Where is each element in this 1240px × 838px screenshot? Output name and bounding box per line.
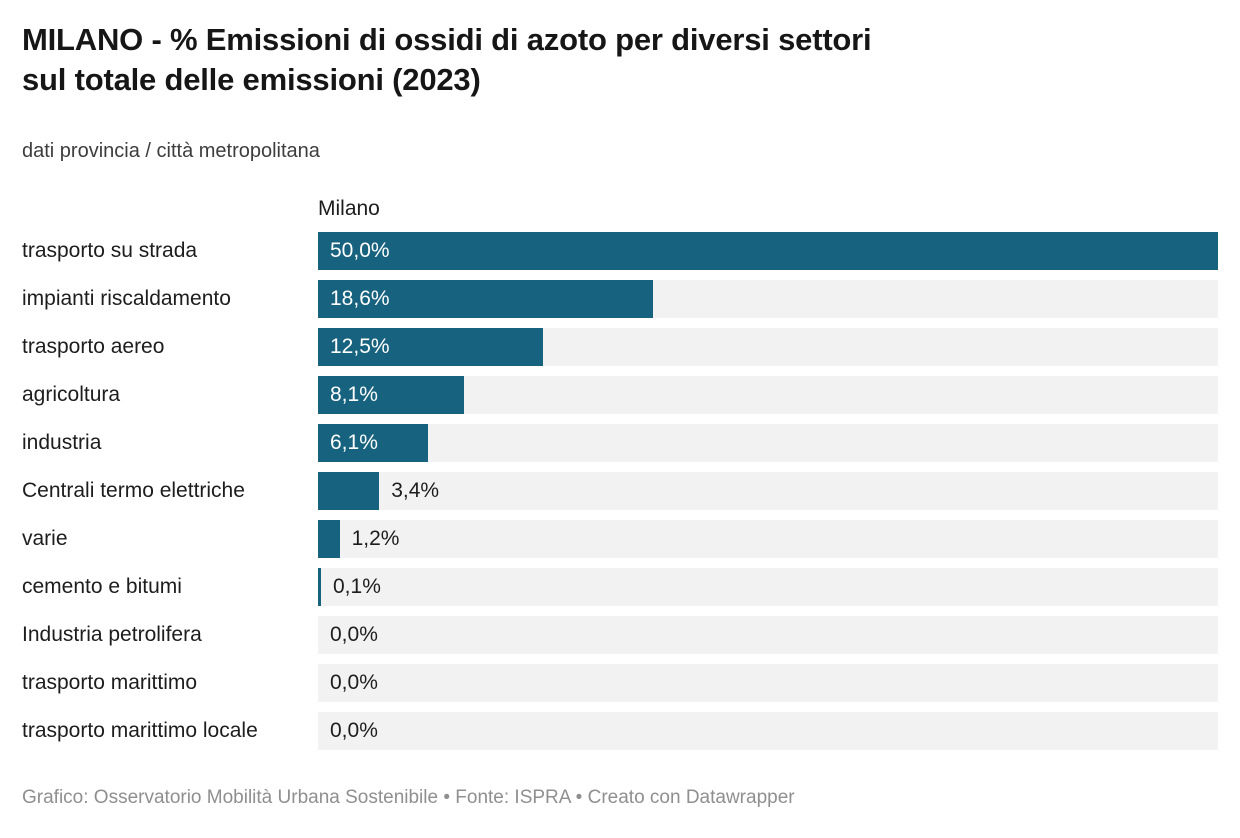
bar bbox=[318, 232, 1218, 270]
bar-chart: trasporto su strada 50,0% impianti riscald… bbox=[22, 232, 1218, 750]
chart-row: cemento e bitumi 0,1% bbox=[22, 568, 1218, 606]
value-label: 1,2% bbox=[351, 527, 400, 550]
bar bbox=[318, 376, 464, 414]
bar-track: 0,0% bbox=[318, 712, 1218, 750]
bar bbox=[318, 328, 543, 366]
bar-track: 3,4% bbox=[318, 472, 1218, 510]
category-label: trasporto su strada bbox=[22, 239, 198, 262]
chart-row: varie 1,2% bbox=[22, 520, 1218, 558]
bar-track: 8,1% bbox=[318, 376, 1218, 414]
value-label: 50,0% bbox=[330, 239, 390, 262]
category-label: trasporto aereo bbox=[22, 335, 165, 358]
bar-track: 0,0% bbox=[318, 616, 1218, 654]
chart-row: trasporto marittimo 0,0% bbox=[22, 664, 1218, 702]
bar-track: 0,1% bbox=[318, 568, 1218, 606]
chart-title-line-2: sul totale delle emissioni (2023) bbox=[22, 62, 481, 97]
bar bbox=[318, 424, 428, 462]
bar-track: 0,0% bbox=[318, 664, 1218, 702]
column-header-milano: Milano bbox=[318, 197, 380, 220]
value-label: 0,1% bbox=[333, 575, 381, 598]
bar-track: 50,0% bbox=[318, 232, 1218, 270]
category-label: trasporto marittimo locale bbox=[22, 719, 258, 742]
bar-track: 6,1% bbox=[318, 424, 1218, 462]
category-label: trasporto marittimo bbox=[22, 671, 198, 694]
bar bbox=[318, 520, 340, 558]
chart-row: Industria petrolifera 0,0% bbox=[22, 616, 1218, 654]
chart-row: agricoltura 8,1% bbox=[22, 376, 1218, 414]
category-label: agricoltura bbox=[22, 383, 121, 406]
bar bbox=[318, 280, 653, 318]
bar-track: 12,5% bbox=[318, 328, 1218, 366]
bar bbox=[318, 568, 321, 606]
value-label: 18,6% bbox=[330, 287, 390, 310]
value-label: 0,0% bbox=[330, 719, 378, 742]
chart-row: Centrali termo elettriche 3,4% bbox=[22, 472, 1218, 510]
bar-track: 18,6% bbox=[318, 280, 1218, 318]
category-label: industria bbox=[22, 431, 102, 454]
category-label: impianti riscaldamento bbox=[22, 287, 231, 310]
value-label: 3,4% bbox=[391, 479, 440, 502]
value-label: 12,5% bbox=[330, 335, 390, 358]
category-label: cemento e bitumi bbox=[22, 575, 182, 598]
chart-row: industria 6,1% bbox=[22, 424, 1218, 462]
chart-row: trasporto marittimo locale 0,0% bbox=[22, 712, 1218, 750]
footer-attribution: Grafico: Osservatorio Mobilità Urbana So… bbox=[22, 787, 795, 808]
value-label: 0,0% bbox=[330, 671, 378, 694]
chart-title: MILANO - % Emissioni di ossidi di azoto … bbox=[22, 20, 1218, 100]
category-label: Industria petrolifera bbox=[22, 623, 202, 646]
value-label: 6,1% bbox=[330, 431, 378, 454]
chart-row: trasporto aereo 12,5% bbox=[22, 328, 1218, 366]
value-label: 8,1% bbox=[330, 383, 378, 406]
chart-row: trasporto su strada 50,0% bbox=[22, 232, 1218, 270]
chart-row: impianti riscaldamento 18,6% bbox=[22, 280, 1218, 318]
chart-subtitle: dati provincia / città metropolitana bbox=[22, 140, 320, 162]
bar bbox=[318, 472, 380, 510]
category-label: Centrali termo elettriche bbox=[22, 479, 245, 502]
chart-title-line-1: MILANO - % Emissioni di ossidi di azoto … bbox=[22, 22, 872, 57]
category-label: varie bbox=[22, 527, 68, 550]
bar-track: 1,2% bbox=[318, 520, 1218, 558]
value-label: 0,0% bbox=[330, 623, 378, 646]
